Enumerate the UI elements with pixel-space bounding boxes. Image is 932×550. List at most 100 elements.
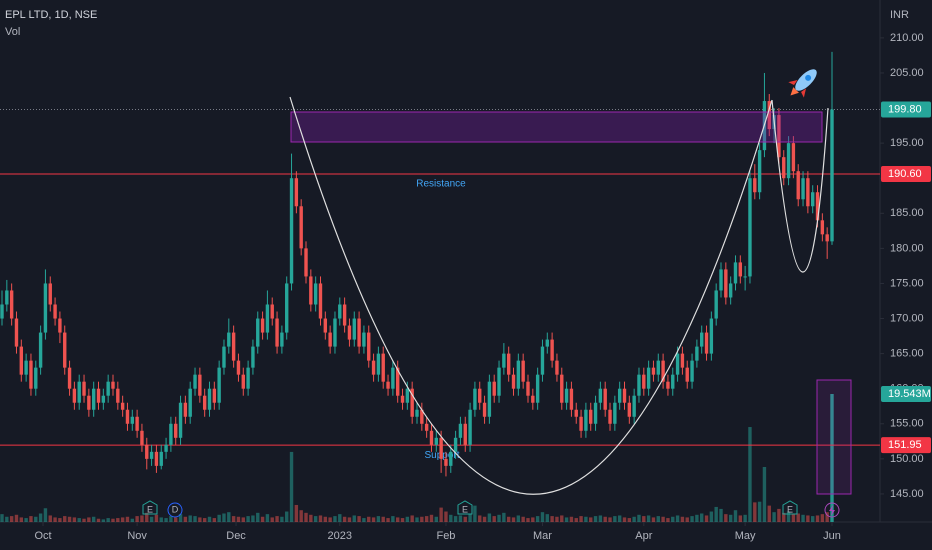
volume-bar [497,514,501,522]
volume-bar [227,512,231,522]
candle-body [96,388,101,403]
price-tag [881,101,931,118]
volume-bar [63,516,67,522]
x-tick-label: Jun [823,530,841,542]
candle-body [280,332,284,347]
volume-bar [120,517,125,522]
volume-bar [323,516,328,522]
candle-body [270,304,274,319]
volume-bar [265,514,270,522]
volume-bar [304,512,308,522]
candle-body [603,388,607,410]
candle-body [806,178,810,207]
volume-bar [449,514,453,522]
candle-body [482,402,487,417]
volume-bar [367,516,371,522]
volume-bar [560,515,564,522]
candle-body [38,332,43,368]
candle-body [449,451,453,466]
candle-body [743,276,747,278]
volume-bar [738,515,743,522]
event-icons: E D E E [142,500,840,518]
volume-bar [318,515,323,522]
candle-body [680,353,685,368]
candle-body [14,318,19,347]
volume-bar [820,514,825,522]
volume-bar [709,511,714,522]
candle-body [796,171,800,200]
volume-bar [106,518,110,522]
candle-body [531,395,535,403]
candle-body [323,318,328,333]
candle-body [256,318,260,347]
price-tag-label: 151.95 [888,439,922,451]
x-tick-label: May [735,530,756,542]
volume-bar [236,516,241,522]
candle-body [753,178,757,193]
candle-body [275,318,279,347]
volume-bar [207,516,212,522]
candle-body [145,444,149,459]
volume-bar [825,512,829,522]
candle-body [545,339,549,347]
volume-bar [149,516,154,522]
volume-bar [260,516,265,522]
candle-body [246,367,250,389]
candle-body [130,416,134,424]
volume-bar [58,518,62,522]
volume-bar [627,518,632,522]
candle-body [439,437,443,459]
candle-body [502,353,506,368]
volume-bar [786,511,791,522]
volume-bar [251,515,255,522]
candle-body [120,402,125,410]
volume-bar [695,514,699,522]
candle-body [810,192,815,207]
candle-body [622,388,627,403]
y-tick-label: 195.00 [890,137,924,149]
volume-bar [352,515,356,522]
candle-body [140,430,144,445]
volume-bar [666,518,670,522]
candle-body [786,143,791,179]
candle-body [222,346,226,368]
candle-body [159,451,163,466]
volume-bar [371,517,376,522]
volume-bar [482,516,487,522]
volume-bar [531,517,535,522]
volume-bar [217,514,221,522]
volume-bar [420,516,424,522]
candle-body [748,178,752,277]
candle-body [116,388,120,403]
candle-body [72,388,77,403]
volume-bar [444,511,448,522]
volume-bar [473,505,477,522]
volume-bar [830,394,834,522]
volume-bar [762,466,767,522]
volume-bar [603,516,607,522]
candle-body [101,395,106,403]
candle-body [487,381,492,417]
y-tick-label: 205.00 [890,67,924,79]
candle-body [19,346,24,375]
candle-body [154,451,159,466]
x-tick-label: 2023 [328,530,352,542]
candle-body [212,388,217,403]
volume-bar [53,517,57,522]
volume-bar [289,451,294,522]
volume-bar [439,507,443,522]
volume-bar [511,517,516,522]
candle-body [236,360,241,375]
svg-text:E: E [787,504,793,514]
candle-body [526,381,530,396]
candle-body [29,360,33,389]
candle-body [48,283,52,305]
volume-bar [671,516,675,522]
volume-bar [574,518,578,522]
volume-bar [700,513,704,522]
price-tag [881,386,931,403]
volume-bar [0,514,4,522]
volume-bar [9,516,14,522]
volume-bar [622,517,627,522]
volume-bar [212,518,217,522]
